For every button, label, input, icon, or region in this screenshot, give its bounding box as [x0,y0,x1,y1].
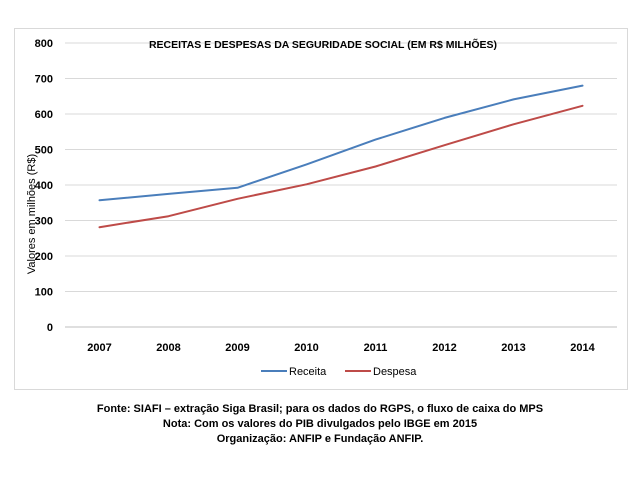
y-tick-label: 200 [35,251,53,263]
y-tick-label: 700 [35,74,53,86]
y-tick-label: 0 [47,322,53,334]
x-tick-label: 2009 [225,342,249,354]
y-tick-label: 800 [35,38,53,50]
legend-label: Receita [289,366,327,378]
legend: Receita Despesa [261,366,417,378]
legend-label: Despesa [373,366,417,378]
y-tick-label: 300 [35,216,53,228]
chart-area: 0 100 200 300 400 500 600 700 800 2007 2008 2009 201… [14,28,628,390]
x-tick-label: 2011 [364,342,388,354]
organization-line: Organização: ANFIP e Fundação ANFIP. [216,433,424,445]
x-tick-label: 2012 [432,342,456,354]
x-tick-label: 2008 [156,342,180,354]
series-line-despesa [98,104,584,229]
x-tick-label: 2010 [294,342,318,354]
note-line: Nota: Com os valores do PIB divulgados p… [162,418,478,430]
chart-title: RECEITAS E DESPESAS DA SEGURIDADE SOCIAL… [149,38,497,51]
x-tick-label: 2013 [501,342,525,354]
series-line-receita [98,84,584,202]
y-tick-label: 600 [35,109,53,121]
y-axis-label: Valores em milhões (R$) [26,154,38,274]
y-tick-label: 500 [35,145,53,157]
source-line: Fonte: SIAFI – extração Siga Brasil; par… [96,403,544,415]
line-chart: 0 100 200 300 400 500 600 700 800 2007 2008 2009 201… [26,38,617,378]
y-tick-label: 100 [35,287,53,299]
y-tick-label: 400 [35,180,53,192]
source-note: Fonte: SIAFI – extração Siga Brasil; par… [0,402,640,447]
x-tick-label: 2014 [570,342,595,354]
x-tick-label: 2007 [87,342,111,354]
